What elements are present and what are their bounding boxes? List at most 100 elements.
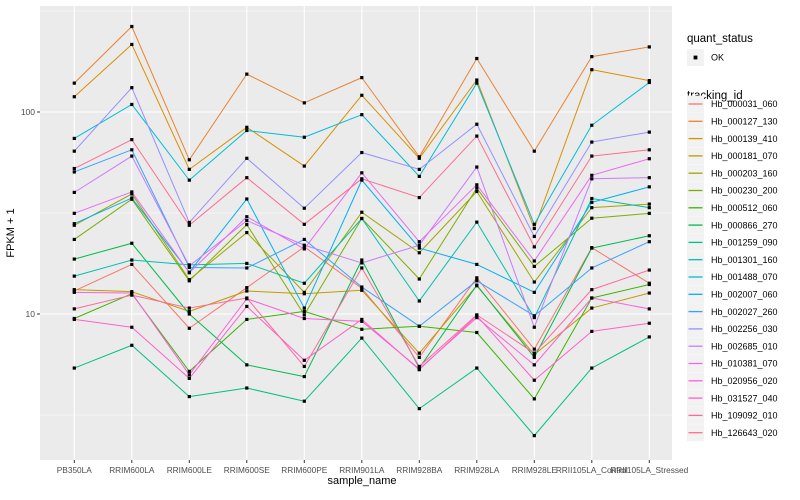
data-point-Hb_000127_130 — [532, 149, 536, 153]
legend-item-label: Hb_000866_270 — [711, 220, 778, 230]
x-tick-label: PB350LA — [57, 465, 93, 475]
data-point-Hb_002685_010 — [302, 243, 306, 247]
data-point-Hb_001488_070 — [417, 174, 421, 178]
data-point-Hb_109092_010 — [360, 266, 364, 270]
data-point-Hb_002007_060 — [130, 196, 134, 200]
data-point-Hb_126643_020 — [360, 177, 364, 181]
data-point-Hb_000230_200 — [532, 264, 536, 269]
data-point-Hb_126643_020 — [647, 148, 651, 152]
data-point-Hb_126643_020 — [72, 166, 76, 171]
legend-item-label: Hb_000031_060 — [711, 99, 778, 109]
data-point-Hb_000230_200 — [72, 237, 76, 242]
data-point-Hb_001259_090 — [647, 335, 651, 339]
data-point-Hb_001488_070 — [360, 113, 364, 117]
x-tick-label: RRIM600LE — [167, 465, 213, 475]
data-point-Hb_010381_070 — [475, 183, 479, 187]
data-point-Hb_000127_130 — [302, 101, 306, 105]
data-point-Hb_002685_010 — [417, 243, 421, 247]
data-point-Hb_000139_410 — [590, 68, 594, 72]
data-point-Hb_109092_010 — [130, 293, 134, 297]
legend-item-label: Hb_020956_020 — [711, 376, 778, 386]
data-point-Hb_000031_060 — [532, 347, 536, 351]
data-point-Hb_020956_020 — [302, 316, 306, 321]
data-point-Hb_002685_010 — [360, 261, 364, 265]
data-point-Hb_010381_070 — [245, 215, 249, 219]
data-point-Hb_031527_040 — [417, 368, 421, 372]
data-point-Hb_000512_060 — [302, 309, 306, 314]
data-point-Hb_001301_160 — [72, 274, 76, 278]
data-point-Hb_000203_160 — [647, 202, 651, 206]
data-point-Hb_000181_070 — [72, 288, 76, 292]
data-point-Hb_000512_060 — [532, 397, 536, 401]
data-point-Hb_031527_040 — [187, 376, 191, 380]
data-point-Hb_002256_030 — [532, 234, 536, 239]
data-point-Hb_010381_070 — [72, 211, 76, 215]
data-point-Hb_000181_070 — [647, 291, 651, 295]
legend-item-Hb_126643_020: Hb_126643_020 — [687, 424, 778, 442]
data-point-Hb_031527_040 — [130, 325, 134, 329]
data-point-Hb_001301_160 — [302, 281, 306, 285]
data-point-Hb_001301_160 — [245, 261, 249, 266]
legend-item-label: Hb_031527_040 — [711, 393, 778, 403]
data-point-Hb_020956_020 — [72, 290, 76, 294]
legend-item-Hb_001488_070: Hb_001488_070 — [687, 268, 778, 286]
ok-point-marker-icon — [693, 55, 698, 60]
data-point-Hb_000866_270 — [245, 363, 249, 367]
data-point-Hb_000031_060 — [130, 262, 134, 267]
data-point-Hb_000203_160 — [245, 230, 249, 235]
legend-item-Hb_002007_060: Hb_002007_060 — [687, 285, 778, 303]
data-point-Hb_002256_030 — [72, 149, 76, 153]
legend-item-label: Hb_000181_070 — [711, 151, 778, 161]
data-point-Hb_000127_130 — [590, 55, 594, 59]
data-point-Hb_000127_130 — [130, 24, 134, 29]
data-point-Hb_000139_410 — [130, 42, 134, 47]
x-tick-label: RRII105LA_Control — [556, 465, 628, 475]
legend-item-label: Hb_001259_090 — [711, 238, 778, 248]
data-point-Hb_000203_160 — [360, 210, 364, 214]
data-point-Hb_000866_270 — [475, 283, 479, 287]
data-point-Hb_002027_260 — [532, 314, 536, 318]
data-point-Hb_000127_130 — [360, 76, 364, 80]
data-point-Hb_002027_260 — [647, 240, 651, 244]
data-point-Hb_000139_410 — [187, 167, 191, 171]
plot-panel — [40, 6, 672, 460]
data-point-Hb_000512_060 — [475, 330, 479, 335]
legend-item-Hb_000127_130: Hb_000127_130 — [687, 112, 778, 130]
data-point-Hb_000203_160 — [302, 290, 306, 294]
data-point-Hb_000866_270 — [187, 312, 191, 316]
legend-item-label: Hb_109092_010 — [711, 411, 778, 421]
data-point-Hb_001488_070 — [532, 222, 536, 226]
data-point-Hb_000031_060 — [187, 326, 191, 330]
x-tick-label: RRIM901LA — [339, 465, 385, 475]
data-point-Hb_109092_010 — [532, 351, 536, 355]
data-point-Hb_002027_260 — [417, 324, 421, 328]
data-point-Hb_126643_020 — [130, 138, 134, 142]
data-point-Hb_109092_010 — [245, 296, 249, 300]
data-point-Hb_001488_070 — [647, 80, 651, 85]
legend-item-label: Hb_002027_260 — [711, 307, 778, 317]
data-point-Hb_002685_010 — [532, 325, 536, 329]
data-point-Hb_010381_070 — [532, 259, 536, 263]
data-point-Hb_001488_070 — [245, 128, 249, 133]
data-point-Hb_126643_020 — [417, 195, 421, 200]
data-point-Hb_002685_010 — [475, 165, 479, 169]
data-point-Hb_031527_040 — [72, 317, 76, 322]
data-point-Hb_010381_070 — [130, 190, 134, 194]
data-point-Hb_010381_070 — [590, 173, 594, 177]
data-point-Hb_002256_030 — [245, 156, 249, 160]
data-point-Hb_001259_090 — [475, 366, 479, 370]
data-point-Hb_010381_070 — [360, 171, 364, 175]
data-point-Hb_126643_020 — [590, 154, 594, 158]
data-point-Hb_126643_020 — [532, 245, 536, 249]
data-point-Hb_000512_060 — [245, 317, 249, 322]
data-point-Hb_000512_060 — [647, 282, 651, 287]
data-point-Hb_002007_060 — [647, 185, 651, 189]
x-tick-label: RRIM600LA — [109, 465, 155, 475]
legend-item-Hb_000512_060: Hb_000512_060 — [687, 199, 778, 217]
legend-item-label: Hb_001488_070 — [711, 272, 778, 282]
data-point-Hb_000127_130 — [187, 158, 191, 162]
data-point-Hb_002027_260 — [245, 266, 249, 270]
data-point-Hb_000127_130 — [72, 81, 76, 85]
data-point-Hb_000866_270 — [302, 374, 306, 379]
